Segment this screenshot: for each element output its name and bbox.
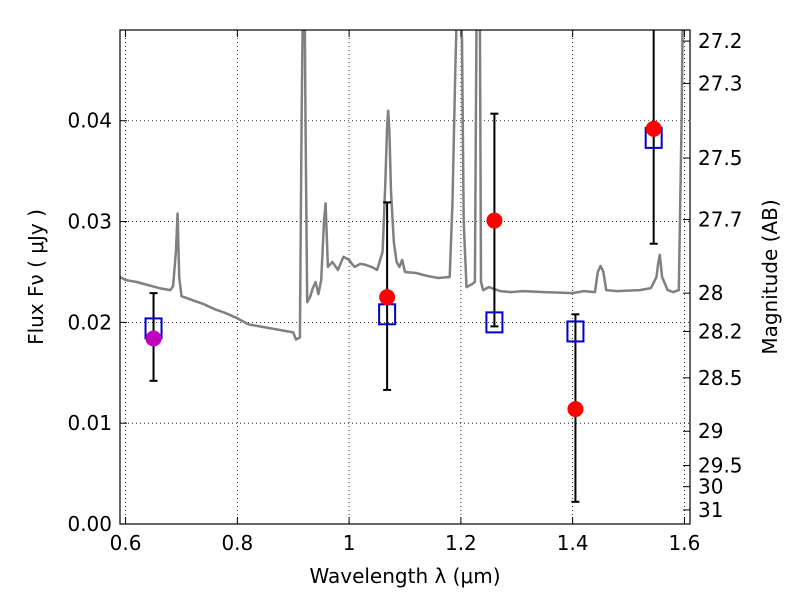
y2-tick-label: 27.2 bbox=[698, 29, 743, 53]
model-point bbox=[566, 320, 585, 343]
y-tick-label: 0.02 bbox=[67, 310, 112, 334]
model-points bbox=[144, 126, 663, 343]
y2-tick-label: 28 bbox=[698, 281, 723, 305]
observed-point bbox=[145, 330, 162, 347]
y-axis-label: Flux Fν ( μJy ) bbox=[24, 209, 48, 345]
x-tick-label: 1.2 bbox=[445, 531, 477, 555]
y2-tick-label: 30 bbox=[698, 475, 723, 499]
spectrum-line bbox=[120, 30, 684, 341]
y2-tick-label: 28.5 bbox=[698, 366, 743, 390]
y-tick-label: 0.01 bbox=[67, 411, 112, 435]
x-tick-label: 0.8 bbox=[221, 531, 253, 555]
x-tick-label: 1.4 bbox=[557, 531, 589, 555]
y2-tick-label: 27.5 bbox=[698, 146, 743, 170]
observed-point bbox=[567, 401, 584, 418]
y2-tick-label: 29.5 bbox=[698, 454, 743, 478]
y-tick-label: 0.00 bbox=[67, 512, 112, 536]
y2-axis-label: Magnitude (AB) bbox=[758, 199, 782, 354]
x-axis-label: Wavelength λ (μm) bbox=[309, 564, 500, 588]
spectrum-series bbox=[120, 30, 684, 341]
observed-points bbox=[145, 120, 662, 418]
y2-tick-label: 31 bbox=[698, 498, 723, 522]
axis-ticks: 0.6 0.8 1 1.2 1.4 1.6 0.00 0.01 0.02 0.03 0.04 27.2… bbox=[67, 29, 742, 555]
observed-point bbox=[379, 289, 396, 306]
model-point bbox=[485, 311, 504, 334]
y-tick-label: 0.03 bbox=[67, 210, 112, 234]
x-tick-label: 1 bbox=[343, 531, 356, 555]
plot-frame bbox=[119, 29, 691, 525]
y2-tick-label: 29 bbox=[698, 419, 723, 443]
y2-tick-label: 27.3 bbox=[698, 71, 743, 95]
y-tick-label: 0.04 bbox=[67, 109, 112, 133]
observed-point bbox=[645, 120, 662, 137]
y2-tick-label: 27.7 bbox=[698, 208, 743, 232]
observed-point bbox=[486, 212, 503, 229]
x-tick-label: 1.6 bbox=[669, 531, 701, 555]
y2-tick-label: 28.2 bbox=[698, 319, 743, 343]
x-tick-label: 0.6 bbox=[110, 531, 142, 555]
